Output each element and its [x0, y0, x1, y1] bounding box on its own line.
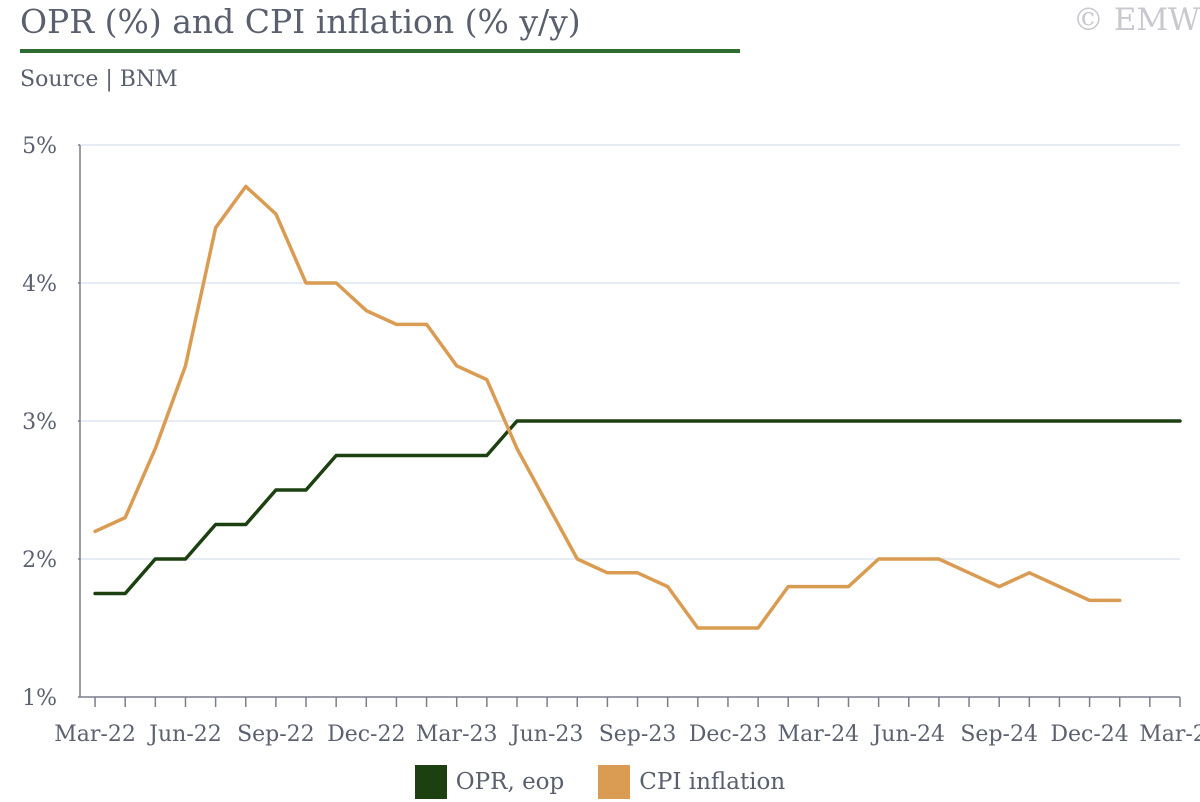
legend-item-cpi: CPI inflation: [598, 765, 785, 799]
y-tick-label: 1%: [22, 686, 57, 711]
legend-swatch-cpi: [598, 765, 631, 799]
legend-item-opr: OPR, eop: [414, 765, 565, 799]
y-tick-label: 4%: [22, 272, 57, 297]
legend-label-opr: OPR, eop: [455, 769, 565, 795]
y-axis-ticks: 1% 2% 3% 4% 5%: [22, 134, 80, 711]
watermark: © EMW: [1072, 2, 1200, 38]
legend: OPR, eop CPI inflation: [0, 762, 1200, 802]
x-tick-label: Mar-23: [416, 722, 498, 747]
series-lines: [93, 184, 1182, 630]
series-line-cpi: [93, 184, 1122, 630]
x-tick-label: Jun-22: [147, 722, 222, 747]
gridlines: [80, 144, 1180, 560]
y-tick-label: 2%: [22, 548, 57, 573]
x-tick-label: Dec-22: [327, 722, 405, 747]
x-tick-label: Dec-24: [1050, 722, 1128, 747]
legend-swatch-opr: [414, 765, 447, 799]
x-tick-label: Sep-24: [960, 722, 1038, 747]
x-tick-label: Dec-23: [689, 722, 767, 747]
x-tick-label: Jun-23: [509, 722, 584, 747]
source-note: Source | BNM: [20, 67, 178, 92]
x-tick-label: Mar-24: [778, 722, 860, 747]
chart-title: OPR (%) and CPI inflation (% y/y): [20, 2, 581, 41]
x-tick-label: Mar-22: [54, 722, 136, 747]
x-axis-ticks: Mar-22 Jun-22 Sep-22 Dec-22 Mar-23 Jun-23 Sep-…: [54, 697, 1200, 747]
title-underline: [20, 49, 740, 53]
x-tick-label: Sep-23: [599, 722, 677, 747]
y-tick-label: 3%: [22, 410, 57, 435]
x-tick-label: Mar-25: [1139, 722, 1200, 747]
series-line-opr: [93, 419, 1182, 596]
x-tick-label: Sep-22: [237, 722, 315, 747]
legend-label-cpi: CPI inflation: [639, 769, 786, 795]
x-tick-label: Jun-24: [870, 722, 945, 747]
y-tick-label: 5%: [22, 134, 57, 159]
